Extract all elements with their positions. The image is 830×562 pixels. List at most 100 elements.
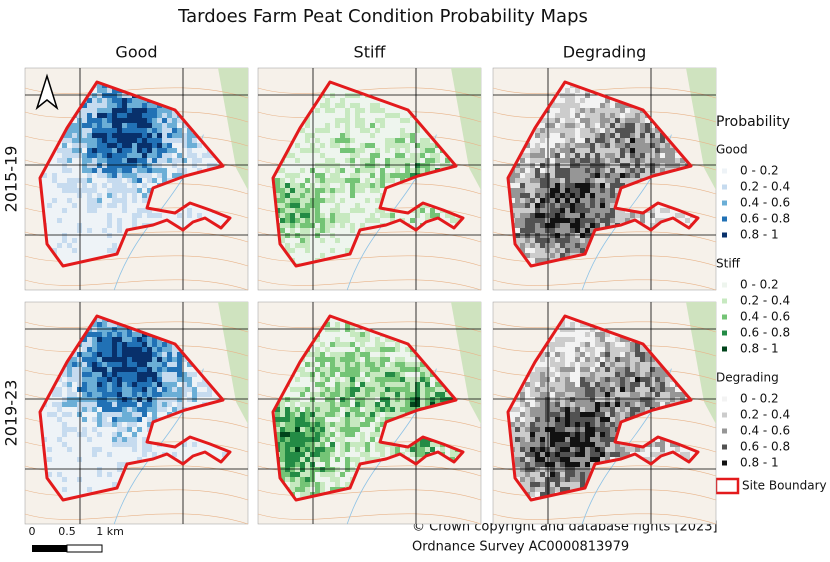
raster-cell bbox=[92, 352, 97, 357]
raster-cell bbox=[97, 193, 102, 198]
raster-cell bbox=[520, 218, 525, 223]
raster-cell bbox=[350, 352, 355, 357]
raster-cell bbox=[350, 188, 355, 193]
raster-cell bbox=[570, 367, 575, 372]
raster-cell bbox=[112, 327, 117, 332]
raster-cell bbox=[300, 447, 305, 452]
raster-cell bbox=[610, 377, 615, 382]
raster-cell bbox=[645, 387, 650, 392]
raster-cell bbox=[305, 203, 310, 208]
raster-cell bbox=[335, 427, 340, 432]
raster-cell bbox=[107, 233, 112, 238]
raster-cell bbox=[385, 402, 390, 407]
raster-cell bbox=[132, 168, 137, 173]
raster-cell bbox=[295, 422, 300, 427]
raster-cell bbox=[345, 382, 350, 387]
raster-cell bbox=[335, 218, 340, 223]
raster-cell bbox=[350, 148, 355, 153]
raster-cell bbox=[630, 143, 635, 148]
raster-cell bbox=[97, 372, 102, 377]
raster-cell bbox=[535, 417, 540, 422]
raster-cell bbox=[545, 123, 550, 128]
raster-cell bbox=[540, 173, 545, 178]
raster-cell bbox=[580, 213, 585, 218]
raster-cell bbox=[107, 168, 112, 173]
raster-cell bbox=[545, 397, 550, 402]
raster-cell bbox=[390, 178, 395, 183]
raster-cell bbox=[87, 203, 92, 208]
raster-cell bbox=[520, 188, 525, 193]
raster-cell bbox=[127, 387, 132, 392]
raster-cell bbox=[92, 93, 97, 98]
raster-cell bbox=[77, 138, 82, 143]
raster-cell bbox=[395, 168, 400, 173]
raster-cell bbox=[550, 253, 555, 258]
raster-cell bbox=[147, 447, 152, 452]
raster-cell bbox=[645, 148, 650, 153]
raster-cell bbox=[112, 128, 117, 133]
raster-cell bbox=[122, 193, 127, 198]
raster-cell bbox=[280, 432, 285, 437]
raster-cell bbox=[530, 392, 535, 397]
raster-cell bbox=[320, 173, 325, 178]
raster-cell bbox=[620, 143, 625, 148]
raster-cell bbox=[132, 447, 137, 452]
raster-cell bbox=[122, 123, 127, 128]
raster-cell bbox=[102, 173, 107, 178]
raster-cell bbox=[290, 452, 295, 457]
raster-cell bbox=[330, 472, 335, 477]
raster-cell bbox=[112, 163, 117, 168]
raster-cell bbox=[167, 402, 172, 407]
raster-cell bbox=[605, 367, 610, 372]
raster-cell bbox=[345, 218, 350, 223]
raster-cell bbox=[122, 352, 127, 357]
raster-cell bbox=[325, 103, 330, 108]
raster-cell bbox=[107, 372, 112, 377]
raster-cell bbox=[565, 133, 570, 138]
raster-cell bbox=[87, 208, 92, 213]
raster-cell bbox=[375, 153, 380, 158]
raster-cell bbox=[555, 397, 560, 402]
raster-cell bbox=[605, 357, 610, 362]
raster-cell bbox=[360, 168, 365, 173]
raster-cell bbox=[172, 392, 177, 397]
raster-cell bbox=[635, 347, 640, 352]
raster-cell bbox=[320, 437, 325, 442]
raster-cell bbox=[635, 123, 640, 128]
raster-cell bbox=[132, 357, 137, 362]
raster-cell bbox=[425, 447, 430, 452]
raster-cell bbox=[630, 163, 635, 168]
raster-cell bbox=[555, 412, 560, 417]
raster-cell bbox=[550, 228, 555, 233]
raster-cell bbox=[655, 367, 660, 372]
raster-cell bbox=[122, 417, 127, 422]
raster-cell bbox=[520, 213, 525, 218]
raster-cell bbox=[137, 342, 142, 347]
raster-cell bbox=[97, 123, 102, 128]
raster-cell bbox=[615, 218, 620, 223]
raster-cell bbox=[585, 362, 590, 367]
raster-cell bbox=[625, 163, 630, 168]
raster-cell bbox=[575, 153, 580, 158]
raster-cell bbox=[405, 392, 410, 397]
raster-cell bbox=[122, 392, 127, 397]
raster-cell bbox=[142, 372, 147, 377]
raster-cell bbox=[530, 382, 535, 387]
raster-cell bbox=[177, 357, 182, 362]
raster-cell bbox=[385, 407, 390, 412]
raster-cell bbox=[330, 188, 335, 193]
raster-cell bbox=[142, 367, 147, 372]
raster-cell bbox=[137, 412, 142, 417]
raster-cell bbox=[645, 397, 650, 402]
raster-cell bbox=[525, 407, 530, 412]
raster-cell bbox=[152, 138, 157, 143]
raster-cell bbox=[340, 357, 345, 362]
raster-cell bbox=[605, 113, 610, 118]
raster-cell bbox=[570, 128, 575, 133]
raster-cell bbox=[167, 128, 172, 133]
raster-cell bbox=[400, 118, 405, 123]
raster-cell bbox=[117, 357, 122, 362]
raster-cell bbox=[117, 412, 122, 417]
raster-cell bbox=[77, 412, 82, 417]
raster-cell bbox=[325, 447, 330, 452]
